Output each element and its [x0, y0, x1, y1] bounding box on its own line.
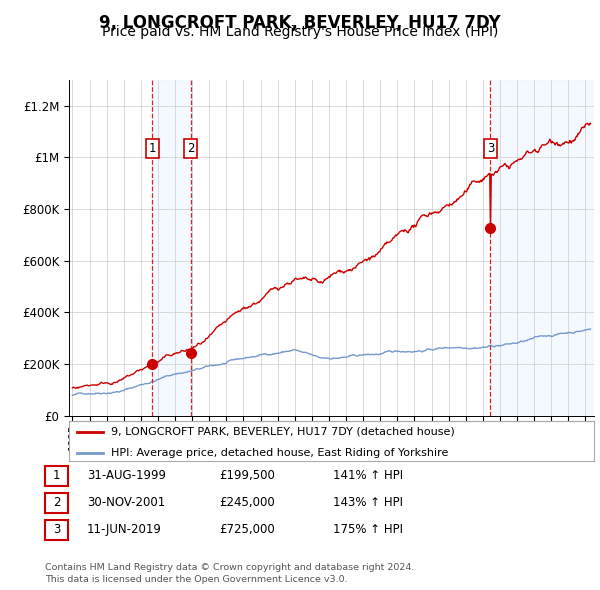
Text: 2: 2 — [187, 142, 194, 155]
Text: 31-AUG-1999: 31-AUG-1999 — [87, 469, 166, 482]
Text: 3: 3 — [487, 142, 494, 155]
Text: 175% ↑ HPI: 175% ↑ HPI — [333, 523, 403, 536]
Text: 9, LONGCROFT PARK, BEVERLEY, HU17 7DY: 9, LONGCROFT PARK, BEVERLEY, HU17 7DY — [99, 14, 501, 32]
Text: £725,000: £725,000 — [219, 523, 275, 536]
Text: 1: 1 — [149, 142, 156, 155]
Text: Contains HM Land Registry data © Crown copyright and database right 2024.: Contains HM Land Registry data © Crown c… — [45, 563, 415, 572]
Text: 9, LONGCROFT PARK, BEVERLEY, HU17 7DY (detached house): 9, LONGCROFT PARK, BEVERLEY, HU17 7DY (d… — [111, 427, 455, 437]
Text: 141% ↑ HPI: 141% ↑ HPI — [333, 469, 403, 482]
Text: 11-JUN-2019: 11-JUN-2019 — [87, 523, 162, 536]
Text: 1: 1 — [53, 469, 60, 482]
Text: HPI: Average price, detached house, East Riding of Yorkshire: HPI: Average price, detached house, East… — [111, 448, 448, 458]
Text: £199,500: £199,500 — [219, 469, 275, 482]
Bar — [152, 80, 191, 416]
Bar — [490, 80, 594, 416]
Text: £245,000: £245,000 — [219, 496, 275, 509]
Text: This data is licensed under the Open Government Licence v3.0.: This data is licensed under the Open Gov… — [45, 575, 347, 584]
Text: 3: 3 — [53, 523, 60, 536]
Text: Price paid vs. HM Land Registry's House Price Index (HPI): Price paid vs. HM Land Registry's House … — [102, 25, 498, 40]
Text: 30-NOV-2001: 30-NOV-2001 — [87, 496, 165, 509]
Text: 2: 2 — [53, 496, 60, 509]
Text: 143% ↑ HPI: 143% ↑ HPI — [333, 496, 403, 509]
